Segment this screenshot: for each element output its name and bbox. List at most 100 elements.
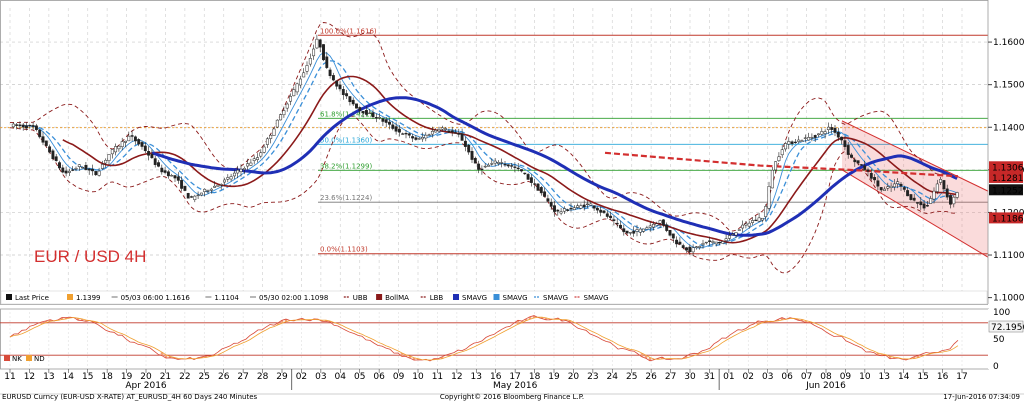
candle-body	[11, 123, 15, 128]
candle-body	[84, 165, 88, 170]
candle-body	[391, 124, 395, 129]
candle-body	[678, 241, 682, 245]
indicator-legend-swatch	[4, 355, 10, 361]
candle-body	[104, 159, 108, 164]
candle-body	[176, 176, 180, 181]
candle-body	[810, 137, 814, 139]
candle-body	[546, 198, 550, 202]
x-tick-label: 03	[762, 372, 773, 382]
candle-body	[107, 154, 111, 161]
candle-body	[698, 246, 702, 248]
candle-body	[902, 187, 906, 190]
candle-body	[797, 139, 801, 142]
x-tick-label: 23	[587, 372, 598, 382]
candle-body	[262, 146, 266, 153]
x-axis: 11 12 13 14 15 18 19 20 21 22 25 26 27 28 29 02 03 04 05 06…	[4, 369, 968, 391]
price-badge	[989, 171, 1023, 183]
legend-label: UBB	[353, 294, 368, 302]
candle-body	[361, 111, 365, 114]
candle-body	[480, 168, 484, 171]
candle-body	[609, 215, 613, 219]
candle-body	[295, 83, 299, 93]
candle-body	[767, 186, 771, 209]
indicator-k-line	[9, 315, 959, 362]
x-tick-label: 14	[63, 372, 75, 382]
x-tick-label: 10	[412, 372, 424, 382]
candle-body	[81, 167, 85, 169]
x-tick-label: 08	[820, 372, 832, 382]
sma-slow	[151, 96, 958, 237]
candle-body	[800, 140, 804, 142]
x-tick-label: 02	[296, 372, 307, 382]
x-tick-label: 12	[451, 372, 462, 382]
candle-body	[572, 207, 576, 210]
x-tick-label: 13	[43, 372, 54, 382]
candle-body	[929, 198, 933, 204]
candle-body	[675, 239, 679, 245]
candle-body	[724, 238, 728, 241]
candle-body	[246, 163, 250, 167]
x-tick-label: 26	[218, 372, 230, 382]
candle-body	[625, 230, 629, 234]
candle-body	[553, 205, 556, 212]
candle-body	[843, 140, 847, 147]
y-tick-label: 1.1100	[993, 251, 1024, 261]
candle-body	[916, 202, 919, 204]
x-tick-label: 15	[82, 372, 93, 382]
candle-body	[77, 164, 81, 167]
x-tick-label: 11	[4, 372, 15, 382]
candle-body	[193, 195, 197, 201]
candle-body	[348, 96, 352, 103]
candle-body	[661, 219, 665, 226]
x-tick-label: 17	[956, 372, 967, 382]
candle-body	[889, 185, 893, 188]
candle-body	[879, 187, 883, 191]
candle-body	[850, 154, 853, 158]
candle-body	[952, 196, 956, 205]
candle-body	[21, 124, 25, 128]
candle-body	[67, 170, 71, 173]
candle-body	[440, 127, 444, 130]
candle-body	[543, 191, 547, 197]
candle-body	[457, 133, 461, 135]
candle-body	[859, 164, 863, 166]
candle-body	[642, 228, 646, 232]
candle-body	[727, 235, 731, 239]
lower-bollinger-band	[9, 115, 958, 274]
month-label: Apr 2016	[125, 381, 167, 391]
downtrend-channel	[841, 120, 989, 258]
candle-body	[807, 137, 811, 141]
candle-body	[341, 89, 345, 96]
channel-lower	[841, 169, 989, 258]
x-tick-label: 12	[24, 372, 35, 382]
candle-body	[586, 203, 589, 205]
candle-body	[751, 220, 754, 223]
y-tick-label: 1.1500	[993, 81, 1024, 91]
candle-body	[18, 124, 22, 127]
candle-body	[421, 136, 424, 140]
candle-body	[744, 223, 748, 226]
candle-body	[836, 132, 840, 138]
candle-body	[694, 246, 698, 248]
x-tick-label: 21	[160, 372, 171, 382]
legend-swatch	[376, 294, 383, 300]
candle-body	[925, 205, 929, 207]
sma-very-fast	[23, 52, 958, 249]
candle-body	[823, 131, 827, 134]
candle-body	[140, 142, 144, 147]
y-tick-label: 1.1000	[993, 294, 1024, 304]
candle-body	[939, 179, 943, 183]
candle-body	[704, 241, 708, 244]
candle-body	[401, 133, 405, 135]
candle-body	[51, 150, 55, 159]
candle-body	[226, 177, 230, 180]
candle-body	[496, 162, 500, 164]
candle-body	[216, 184, 220, 187]
candle-body	[628, 232, 632, 234]
candle-body	[853, 159, 857, 163]
fibonacci-levels: 100.0%(1.1616) 61.8%(1.1421) 50.0%(1.1360)…	[318, 27, 988, 255]
candle-body	[368, 112, 372, 115]
candle-body	[652, 223, 655, 228]
x-tick-label: 14	[898, 372, 910, 382]
